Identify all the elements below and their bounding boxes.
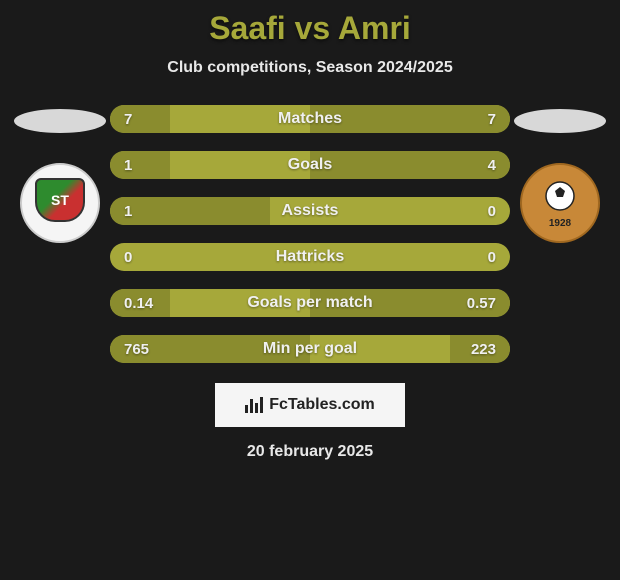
club-badge-left: ST bbox=[20, 163, 100, 243]
bars-icon bbox=[245, 397, 263, 413]
bar-fill-left bbox=[110, 105, 170, 133]
stat-value-left: 765 bbox=[124, 341, 149, 358]
brand-text: FcTables.com bbox=[269, 396, 375, 414]
stat-value-left: 1 bbox=[124, 157, 132, 174]
brand-badge: FcTables.com bbox=[215, 383, 405, 427]
bar-fill-right bbox=[310, 151, 510, 179]
stat-value-right: 4 bbox=[488, 157, 496, 174]
stat-row-gpm: 0.14 Goals per match 0.57 bbox=[110, 289, 510, 317]
stat-row-matches: 7 Matches 7 bbox=[110, 105, 510, 133]
bar-fill-left bbox=[110, 197, 270, 225]
stats-bars: 7 Matches 7 1 Goals 4 1 Assists 0 0 Hatt… bbox=[110, 105, 510, 363]
player-left-oval bbox=[14, 109, 106, 133]
club-badge-right: 1928 bbox=[520, 163, 600, 243]
right-player-col: 1928 bbox=[510, 105, 610, 363]
stat-value-right: 223 bbox=[471, 341, 496, 358]
stat-value-right: 0 bbox=[488, 249, 496, 266]
player-right-oval bbox=[514, 109, 606, 133]
stat-value-right: 7 bbox=[488, 111, 496, 128]
stat-row-mpg: 765 Min per goal 223 bbox=[110, 335, 510, 363]
bar-fill-right bbox=[310, 105, 510, 133]
stat-value-right: 0 bbox=[488, 203, 496, 220]
stat-value-left: 7 bbox=[124, 111, 132, 128]
left-player-col: ST bbox=[10, 105, 110, 363]
stats-area: ST 7 Matches 7 1 Goals 4 1 Assists 0 bbox=[0, 105, 620, 363]
stat-value-left: 0.14 bbox=[124, 295, 153, 312]
club-badge-right-inner: 1928 bbox=[530, 173, 590, 233]
stat-row-goals: 1 Goals 4 bbox=[110, 151, 510, 179]
badge-left-text: ST bbox=[35, 178, 85, 222]
stat-value-left: 0 bbox=[124, 249, 132, 266]
soccer-ball-icon bbox=[530, 173, 590, 219]
stat-value-right: 0.57 bbox=[467, 295, 496, 312]
club-badge-left-inner: ST bbox=[30, 178, 90, 228]
badge-right-year: 1928 bbox=[530, 218, 590, 229]
stat-label: Hattricks bbox=[110, 248, 510, 266]
stat-value-left: 1 bbox=[124, 203, 132, 220]
bar-fill-left bbox=[110, 151, 170, 179]
stat-row-assists: 1 Assists 0 bbox=[110, 197, 510, 225]
page-title: Saafi vs Amri bbox=[209, 10, 411, 47]
subtitle: Club competitions, Season 2024/2025 bbox=[167, 59, 452, 77]
date-line: 20 february 2025 bbox=[247, 443, 373, 461]
stat-row-hattricks: 0 Hattricks 0 bbox=[110, 243, 510, 271]
